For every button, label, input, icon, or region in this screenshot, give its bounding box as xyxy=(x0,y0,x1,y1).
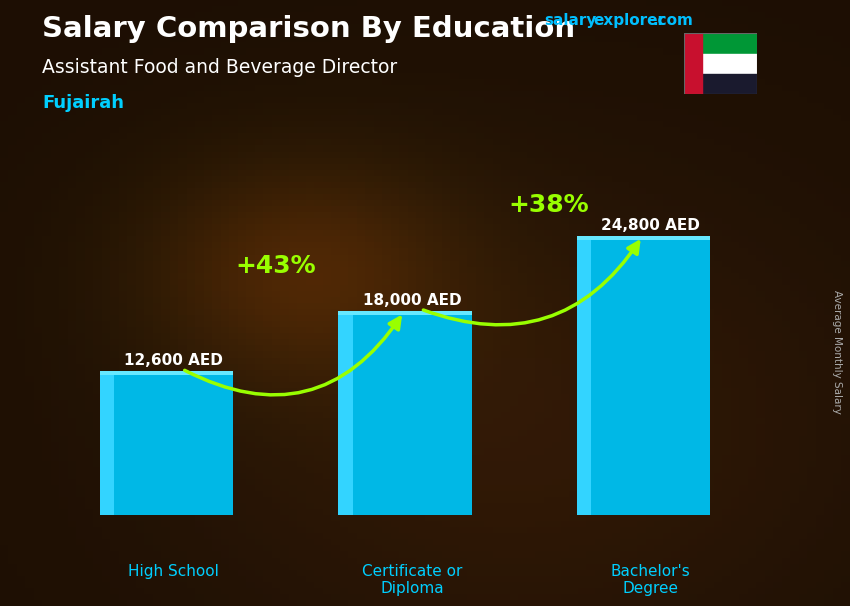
Bar xyxy=(684,53,756,74)
Bar xyxy=(684,74,756,94)
FancyArrowPatch shape xyxy=(423,242,638,325)
Text: 24,800 AED: 24,800 AED xyxy=(601,218,700,233)
Text: Certificate or
Diploma: Certificate or Diploma xyxy=(362,564,462,596)
Bar xyxy=(338,311,472,315)
Bar xyxy=(353,315,472,515)
Text: 12,600 AED: 12,600 AED xyxy=(124,353,224,368)
Text: +43%: +43% xyxy=(235,255,316,278)
Bar xyxy=(577,239,591,515)
Text: .com: .com xyxy=(653,13,694,28)
Bar xyxy=(99,375,114,515)
Bar xyxy=(591,239,711,515)
Text: Bachelor's
Degree: Bachelor's Degree xyxy=(611,564,691,596)
Bar xyxy=(114,375,234,515)
Bar xyxy=(99,371,234,375)
Text: explorer: explorer xyxy=(593,13,666,28)
Text: High School: High School xyxy=(128,564,219,579)
Text: Assistant Food and Beverage Director: Assistant Food and Beverage Director xyxy=(42,58,398,76)
Bar xyxy=(577,236,711,239)
Text: Salary Comparison By Education: Salary Comparison By Education xyxy=(42,15,575,43)
FancyArrowPatch shape xyxy=(184,318,400,395)
Text: Fujairah: Fujairah xyxy=(42,94,124,112)
Text: salary: salary xyxy=(544,13,597,28)
Text: +38%: +38% xyxy=(508,193,589,216)
Bar xyxy=(338,315,353,515)
Bar xyxy=(684,33,756,53)
Bar xyxy=(684,33,702,94)
Text: 18,000 AED: 18,000 AED xyxy=(363,293,462,308)
Text: Average Monthly Salary: Average Monthly Salary xyxy=(832,290,842,413)
